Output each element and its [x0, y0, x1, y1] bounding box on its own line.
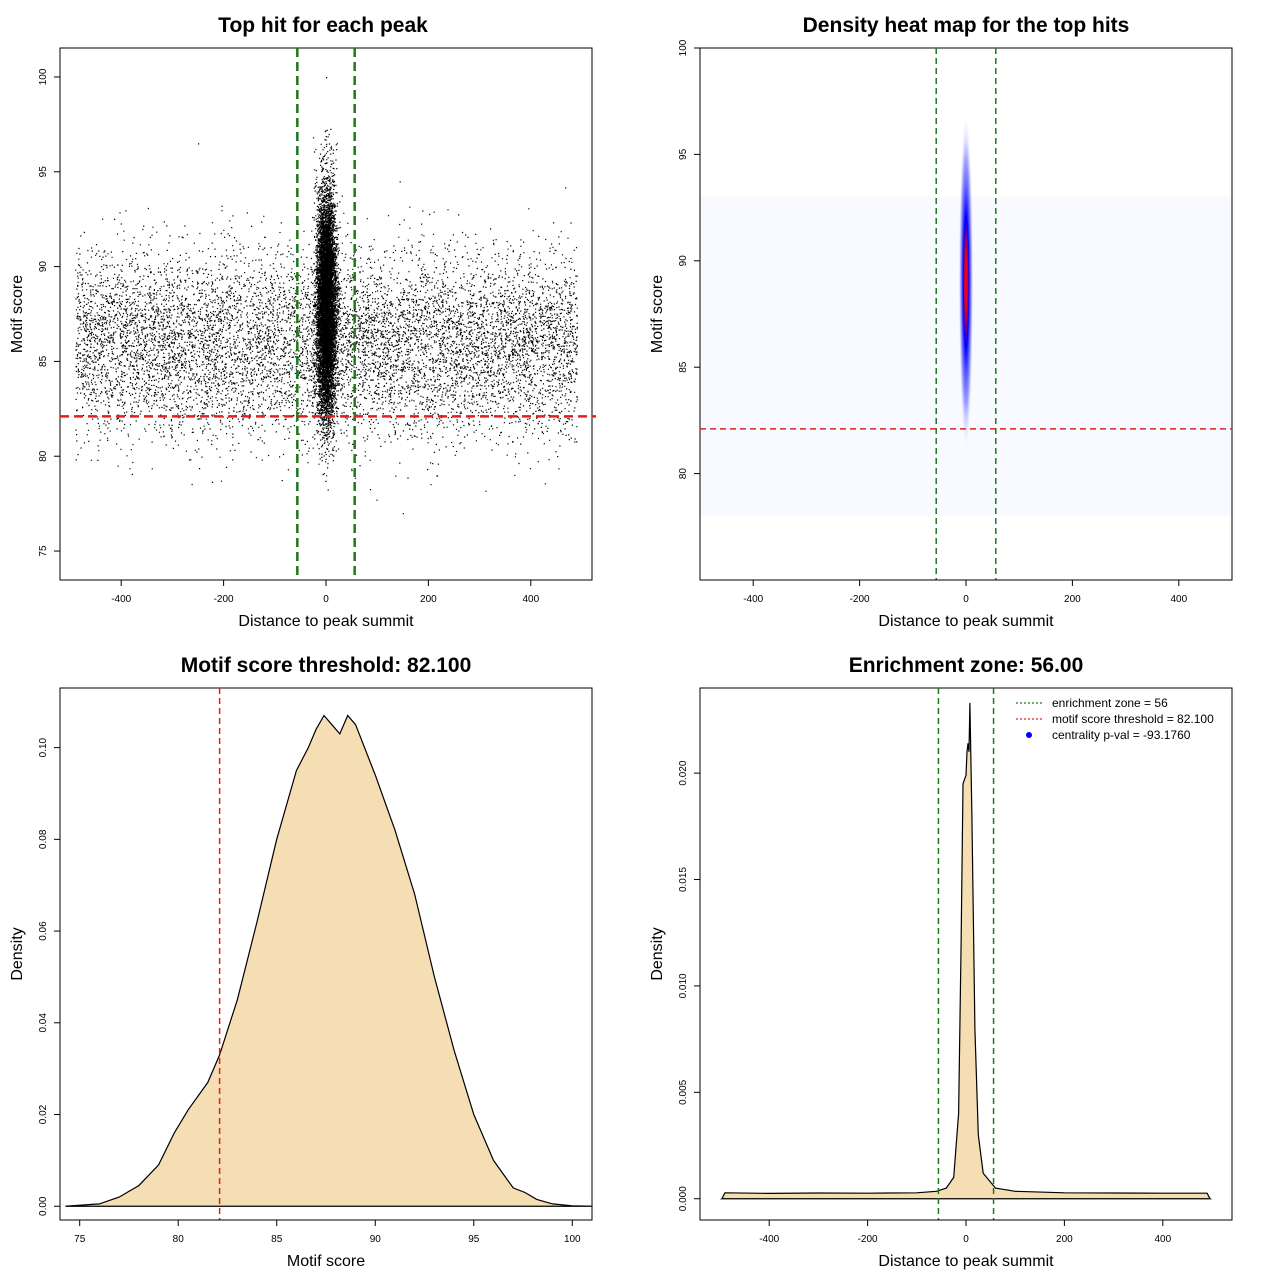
- y-tick-label: 0.010: [678, 973, 689, 998]
- legend-point-marker: [1026, 732, 1032, 738]
- threshold-lines: [700, 48, 1232, 580]
- x-tick-label: -400: [743, 594, 763, 605]
- x-tick-label: 75: [74, 1234, 86, 1245]
- y-tick-label: 75: [38, 545, 49, 557]
- x-axis-ticks: -400 -200 0 200 400: [759, 1219, 1172, 1245]
- y-tick-label: 0.10: [38, 737, 49, 757]
- y-tick-label: 0.00: [38, 1196, 49, 1216]
- x-tick-label: -400: [111, 594, 131, 605]
- x-axis-label: Distance to peak summit: [878, 1253, 1054, 1270]
- legend: enrichment zone = 56 motif score threshol…: [1016, 696, 1214, 742]
- x-tick-label: 400: [1170, 594, 1187, 605]
- panel-score-density: Motif score threshold: 82.100 75 80 85 90 95…: [9, 654, 593, 1270]
- x-tick-label: 100: [564, 1234, 581, 1245]
- y-axis-ticks: 75 80 85 90 95 100: [38, 68, 60, 557]
- x-axis-label: Motif score: [287, 1253, 365, 1270]
- chart-title: Top hit for each peak: [218, 14, 428, 37]
- density-heat: [700, 111, 1232, 517]
- chart-title: Motif score threshold: 82.100: [181, 654, 472, 677]
- x-tick-label: 400: [1154, 1234, 1171, 1245]
- y-tick-label: 0.015: [678, 867, 689, 892]
- x-tick-label: 200: [1064, 594, 1081, 605]
- x-tick-label: 200: [420, 594, 437, 605]
- y-tick-label: 95: [678, 148, 689, 160]
- legend-label: enrichment zone = 56: [1052, 696, 1168, 710]
- chart-title: Density heat map for the top hits: [803, 14, 1130, 37]
- x-tick-label: 400: [522, 594, 539, 605]
- density-area: [719, 702, 1213, 1200]
- legend-label: motif score threshold = 82.100: [1052, 712, 1214, 726]
- x-tick-label: 95: [468, 1234, 480, 1245]
- y-tick-label: 85: [38, 355, 49, 367]
- x-tick-label: 85: [271, 1234, 283, 1245]
- x-tick-label: -200: [850, 594, 870, 605]
- x-axis-label: Distance to peak summit: [878, 613, 1054, 630]
- y-axis-label: Motif score: [9, 275, 26, 353]
- x-tick-label: 80: [173, 1234, 185, 1245]
- scatter-points: [75, 77, 578, 515]
- x-tick-label: 0: [963, 1234, 969, 1245]
- chart-title: Enrichment zone: 56.00: [849, 654, 1084, 677]
- x-tick-label: -200: [858, 1234, 878, 1245]
- scatter-point: [75, 77, 578, 515]
- density-hotspot: [958, 111, 974, 453]
- y-tick-label: 85: [678, 361, 689, 373]
- panel-scatter: Top hit for each peak -400 -200 0 200 400 75…: [9, 14, 596, 630]
- panel-enrichment-density: Enrichment zone: 56.00 -400 -200 0 200 400 0…: [649, 654, 1233, 1270]
- x-axis-ticks: -400 -200 0 200 400: [111, 579, 540, 605]
- y-tick-label: 0.020: [678, 760, 689, 785]
- x-tick-label: -400: [759, 1234, 779, 1245]
- x-tick-label: 90: [370, 1234, 382, 1245]
- y-tick-label: 0.02: [38, 1104, 49, 1124]
- legend-label: centrality p-val = -93.1760: [1052, 728, 1191, 742]
- y-tick-label: 100: [678, 39, 689, 56]
- density-area: [65, 714, 593, 1207]
- y-axis-ticks: 80 85 90 95 100: [678, 39, 700, 479]
- y-tick-label: 0.06: [38, 921, 49, 941]
- y-axis-ticks: 0.00 0.02 0.04 0.06 0.08 0.10: [38, 737, 60, 1216]
- x-tick-label: -200: [214, 594, 234, 605]
- threshold-lines: [60, 48, 596, 580]
- y-tick-label: 0.000: [678, 1186, 689, 1211]
- panel-heatmap: Density heat map for the top hits -400 -2…: [649, 14, 1233, 630]
- y-tick-label: 90: [678, 255, 689, 267]
- y-tick-label: 90: [38, 261, 49, 273]
- threshold-lines: [937, 688, 995, 1220]
- x-axis-label: Distance to peak summit: [238, 613, 414, 630]
- y-axis-label: Motif score: [649, 275, 666, 353]
- density-curve: [65, 714, 593, 1207]
- y-axis-label: Density: [649, 927, 666, 980]
- y-tick-label: 80: [678, 468, 689, 480]
- y-tick-label: 0.04: [38, 1013, 49, 1033]
- x-axis-ticks: -400 -200 0 200 400: [743, 579, 1188, 605]
- x-axis-ticks: 75 80 85 90 95 100: [74, 1219, 581, 1245]
- x-tick-label: 0: [963, 594, 969, 605]
- x-tick-label: 0: [323, 594, 329, 605]
- y-tick-label: 0.08: [38, 829, 49, 849]
- y-axis-label: Density: [9, 927, 26, 980]
- y-tick-label: 95: [38, 166, 49, 178]
- density-curve: [719, 702, 1213, 1200]
- y-tick-label: 100: [38, 68, 49, 85]
- y-tick-label: 0.005: [678, 1079, 689, 1104]
- y-tick-label: 80: [38, 450, 49, 462]
- x-tick-label: 200: [1056, 1234, 1073, 1245]
- y-axis-ticks: 0.000 0.005 0.010 0.015 0.020: [678, 760, 700, 1211]
